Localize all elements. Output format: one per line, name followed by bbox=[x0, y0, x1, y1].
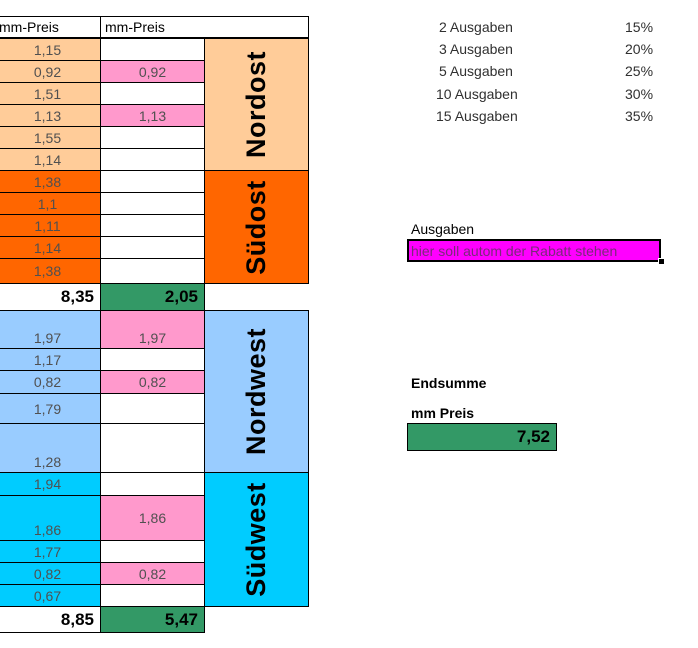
nordwest-col1-1[interactable]: 1,97 bbox=[0, 310, 101, 349]
rabatt-pct-3: 25% bbox=[625, 63, 654, 79]
suedost-col1-1[interactable]: 1,38 bbox=[0, 170, 101, 193]
nordost-col1-2[interactable]: 0,92 bbox=[0, 60, 101, 83]
sum-east-col2[interactable]: 2,05 bbox=[100, 283, 205, 311]
suedwest-col1-3[interactable]: 1,77 bbox=[0, 540, 101, 563]
rabatt-label-1: 2 Ausgaben bbox=[439, 19, 513, 35]
suedost-col1-4[interactable]: 1,14 bbox=[0, 236, 101, 259]
nordost-col2-2[interactable]: 0,92 bbox=[100, 60, 205, 83]
ausgaben-label: Ausgaben bbox=[411, 221, 475, 237]
region-nordwest-label: Nordwest bbox=[241, 327, 271, 456]
region-suedost-label: Südost bbox=[241, 179, 271, 275]
nordwest-col1-3[interactable]: 0,82 bbox=[0, 370, 101, 394]
nordwest-col1-5[interactable]: 1,28 bbox=[0, 423, 101, 473]
suedost-col2-4[interactable] bbox=[100, 236, 205, 259]
ausgaben-value-cell[interactable]: hier soll autom der Rabatt stehen bbox=[407, 239, 661, 262]
nordost-col1-5[interactable]: 1,55 bbox=[0, 126, 101, 149]
nordwest-col1-2[interactable]: 1,17 bbox=[0, 348, 101, 371]
header-mm-preis-1: mm-Preis bbox=[0, 16, 101, 38]
nordwest-col1-4[interactable]: 1,79 bbox=[0, 393, 101, 424]
nordwest-col2-1[interactable]: 1,97 bbox=[100, 310, 205, 349]
suedwest-col2-4[interactable]: 0,82 bbox=[100, 562, 205, 585]
suedost-col1-2[interactable]: 1,1 bbox=[0, 192, 101, 215]
nordost-col2-1[interactable] bbox=[100, 38, 205, 61]
nordost-col2-3[interactable] bbox=[100, 82, 205, 105]
rabatt-label-5: 15 Ausgaben bbox=[436, 108, 518, 124]
header-mm-preis-2: mm-Preis bbox=[100, 16, 309, 38]
fill-handle[interactable] bbox=[658, 258, 665, 265]
region-suedwest: Südwest bbox=[204, 472, 309, 607]
region-suedost: Südost bbox=[204, 170, 309, 284]
suedwest-col2-1[interactable] bbox=[100, 472, 205, 496]
rabatt-pct-5: 35% bbox=[625, 108, 654, 124]
endsumme-value[interactable]: 7,52 bbox=[407, 423, 557, 451]
suedost-col2-5[interactable] bbox=[100, 258, 205, 284]
region-suedwest-label: Südwest bbox=[241, 482, 271, 597]
suedost-col2-3[interactable] bbox=[100, 214, 205, 237]
sum-west-col1[interactable]: 8,85 bbox=[0, 606, 101, 633]
nordwest-col2-2[interactable] bbox=[100, 348, 205, 371]
suedost-col2-2[interactable] bbox=[100, 192, 205, 215]
nordost-col2-5[interactable] bbox=[100, 126, 205, 149]
endsumme-label: Endsumme bbox=[411, 375, 487, 391]
rabatt-label-3: 5 Ausgaben bbox=[439, 63, 513, 79]
suedwest-col1-4[interactable]: 0,82 bbox=[0, 562, 101, 585]
nordost-col1-4[interactable]: 1,13 bbox=[0, 104, 101, 127]
rabatt-label-4: 10 Ausgaben bbox=[436, 86, 518, 102]
suedost-col1-3[interactable]: 1,11 bbox=[0, 214, 101, 237]
suedost-col1-5[interactable]: 1,38 bbox=[0, 258, 101, 284]
nordwest-col2-4[interactable] bbox=[100, 393, 205, 424]
suedwest-col1-1[interactable]: 1,94 bbox=[0, 472, 101, 496]
suedwest-col2-2[interactable]: 1,86 bbox=[100, 495, 205, 541]
suedwest-col1-5[interactable]: 0,67 bbox=[0, 584, 101, 607]
sum-east-col1[interactable]: 8,35 bbox=[0, 283, 101, 311]
region-nordost: Nordost bbox=[204, 38, 309, 171]
nordost-col1-3[interactable]: 1,51 bbox=[0, 82, 101, 105]
suedwest-col2-3[interactable] bbox=[100, 540, 205, 563]
nordost-col2-4[interactable]: 1,13 bbox=[100, 104, 205, 127]
nordwest-col2-5[interactable] bbox=[100, 423, 205, 473]
nordost-col2-6[interactable] bbox=[100, 148, 205, 171]
mm-preis-label: mm Preis bbox=[411, 405, 475, 421]
rabatt-pct-2: 20% bbox=[625, 41, 654, 57]
region-nordost-label: Nordost bbox=[241, 51, 271, 158]
rabatt-label-2: 3 Ausgaben bbox=[439, 41, 513, 57]
suedost-col2-1[interactable] bbox=[100, 170, 205, 193]
rabatt-pct-4: 30% bbox=[625, 86, 654, 102]
nordwest-col2-3[interactable]: 0,82 bbox=[100, 370, 205, 394]
suedwest-col1-2[interactable]: 1,86 bbox=[0, 495, 101, 541]
suedwest-col2-5[interactable] bbox=[100, 584, 205, 607]
ausgaben-value: hier soll autom der Rabatt stehen bbox=[411, 242, 618, 259]
nordost-col1-1[interactable]: 1,15 bbox=[0, 38, 101, 61]
rabatt-pct-1: 15% bbox=[625, 19, 654, 35]
region-nordwest: Nordwest bbox=[204, 310, 309, 473]
nordost-col1-6[interactable]: 1,14 bbox=[0, 148, 101, 171]
sum-west-col2[interactable]: 5,47 bbox=[100, 606, 205, 633]
